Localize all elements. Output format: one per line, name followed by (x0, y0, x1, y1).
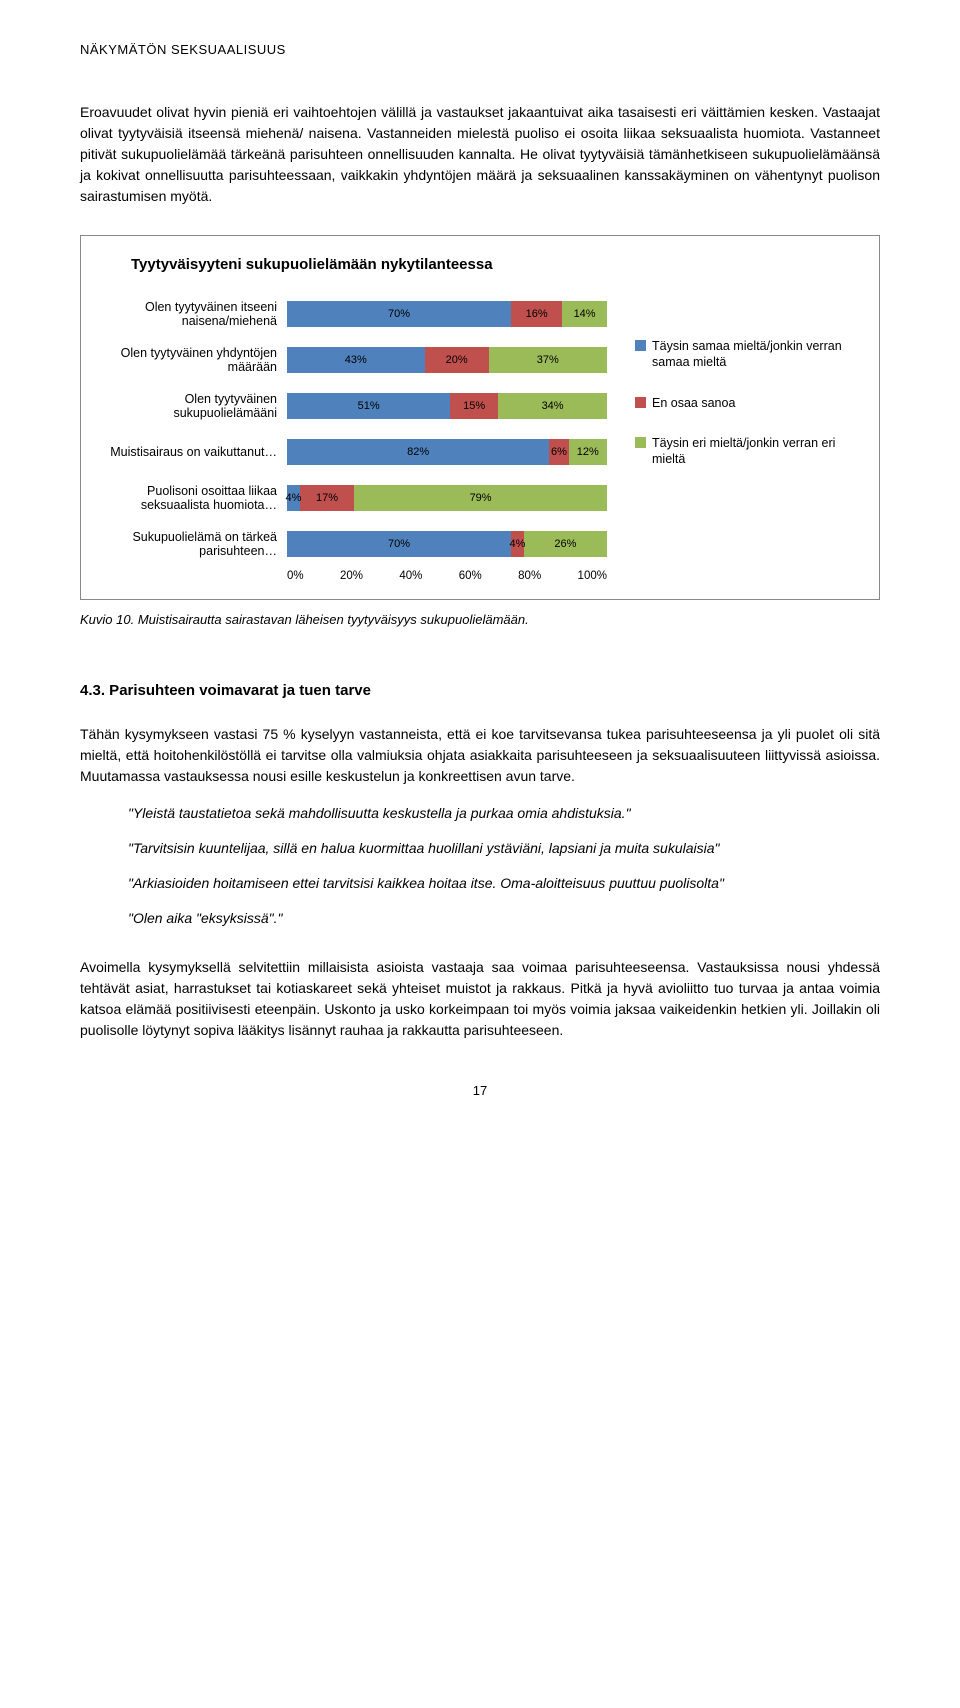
bar-segment: 17% (300, 485, 354, 511)
legend-label: Täysin samaa mieltä/jonkin verran samaa … (652, 338, 865, 371)
legend-swatch (635, 340, 646, 351)
bar-segment: 43% (287, 347, 425, 373)
legend-swatch (635, 397, 646, 408)
bar-segment: 20% (425, 347, 489, 373)
chart-bar-row: 51%15%34% (287, 390, 607, 422)
bar-segment: 70% (287, 301, 511, 327)
chart-bar-row: 70%16%14% (287, 298, 607, 330)
chart-title: Tyytyväisyyteni sukupuolielämään nykytil… (95, 254, 865, 277)
bar-segment: 15% (450, 393, 498, 419)
chart-row-label: Muistisairaus on vaikuttanut… (95, 436, 277, 468)
chart-y-labels: Olen tyytyväinen itseeni naisena/miehenä… (95, 298, 277, 560)
chart-row-label: Olen tyytyväinen itseeni naisena/miehenä (95, 298, 277, 330)
bar-segment: 14% (562, 301, 607, 327)
x-tick: 60% (459, 568, 482, 585)
chart-bar-row: 4%17%79% (287, 482, 607, 514)
chart-row-label: Puolisoni osoittaa liikaa seksuaalista h… (95, 482, 277, 514)
x-tick: 40% (399, 568, 422, 585)
section-heading: 4.3. Parisuhteen voimavarat ja tuen tarv… (80, 680, 880, 703)
chart-bar-row: 82%6%12% (287, 436, 607, 468)
x-tick: 20% (340, 568, 363, 585)
bar-segment: 79% (354, 485, 607, 511)
bar-segment: 26% (524, 531, 607, 557)
x-tick: 0% (287, 568, 304, 585)
legend-label: En osaa sanoa (652, 395, 735, 411)
quote: "Tarvitsisin kuuntelijaa, sillä en halua… (128, 838, 880, 859)
paragraph-2: Tähän kysymykseen vastasi 75 % kyselyyn … (80, 724, 880, 787)
chart-row-label: Olen tyytyväinen yhdyntöjen määrään (95, 344, 277, 376)
bar-segment: 37% (489, 347, 607, 373)
bar-segment: 51% (287, 393, 450, 419)
quote: "Olen aika "eksyksissä"." (128, 908, 880, 929)
bar-segment: 12% (569, 439, 607, 465)
chart-legend: Täysin samaa mieltä/jonkin verran samaa … (617, 298, 865, 467)
x-tick: 100% (578, 568, 607, 585)
bar-segment: 6% (549, 439, 568, 465)
quote: "Arkiasioiden hoitamiseen ettei tarvitsi… (128, 873, 880, 894)
chart-row-label: Sukupuolielämä on tärkeä parisuhteen… (95, 528, 277, 560)
chart-bar-row: 43%20%37% (287, 344, 607, 376)
legend-item: Täysin samaa mieltä/jonkin verran samaa … (635, 338, 865, 371)
chart-container: Tyytyväisyyteni sukupuolielämään nykytil… (80, 235, 880, 601)
chart-body: Olen tyytyväinen itseeni naisena/miehenä… (95, 298, 865, 560)
chart-caption: Kuvio 10. Muistisairautta sairastavan lä… (80, 610, 880, 630)
bar-segment: 16% (511, 301, 562, 327)
bar-segment: 70% (287, 531, 511, 557)
chart-bar-row: 70%4%26% (287, 528, 607, 560)
bar-segment: 82% (287, 439, 549, 465)
legend-item: Täysin eri mieltä/jonkin verran eri miel… (635, 435, 865, 468)
chart-row-label: Olen tyytyväinen sukupuolielämääni (95, 390, 277, 422)
paragraph-1: Eroavuudet olivat hyvin pieniä eri vaiht… (80, 102, 880, 207)
page-number: 17 (80, 1081, 880, 1101)
legend-swatch (635, 437, 646, 448)
quotes-block: "Yleistä taustatietoa sekä mahdollisuutt… (80, 803, 880, 929)
bar-segment: 34% (498, 393, 607, 419)
bar-segment: 4% (511, 531, 524, 557)
page-header: NÄKYMÄTÖN SEKSUAALISUUS (80, 40, 880, 60)
quote: "Yleistä taustatietoa sekä mahdollisuutt… (128, 803, 880, 824)
legend-label: Täysin eri mieltä/jonkin verran eri miel… (652, 435, 865, 468)
x-tick: 80% (518, 568, 541, 585)
chart-x-axis: 0% 20% 40% 60% 80% 100% (287, 568, 607, 585)
paragraph-3: Avoimella kysymyksellä selvitettiin mill… (80, 957, 880, 1041)
bar-segment: 4% (287, 485, 300, 511)
chart-bars: 70%16%14%43%20%37%51%15%34%82%6%12%4%17%… (287, 298, 607, 560)
legend-item: En osaa sanoa (635, 395, 865, 411)
